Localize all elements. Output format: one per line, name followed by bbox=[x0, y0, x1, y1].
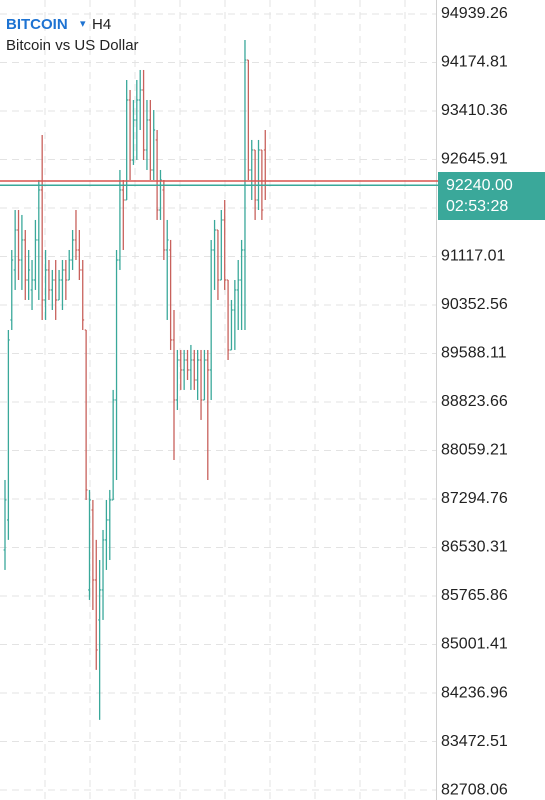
y-tick-label: 85765.86 bbox=[441, 587, 508, 604]
countdown: 02:53:28 bbox=[446, 198, 508, 215]
y-tick-label: 94939.26 bbox=[441, 5, 508, 22]
y-tick-label: 93410.36 bbox=[441, 102, 508, 119]
price-tag: 92240.00 02:53:28 bbox=[438, 172, 545, 220]
price-tag-box bbox=[438, 172, 545, 220]
vertical-grid bbox=[44, 0, 406, 800]
y-tick-label: 90352.56 bbox=[441, 296, 508, 313]
y-tick-label: 84236.96 bbox=[441, 684, 508, 701]
y-tick-label: 92645.91 bbox=[441, 151, 508, 168]
horizontal-grid bbox=[0, 13, 436, 791]
price-axis: 94939.2694174.8193410.3692645.9191881.46… bbox=[441, 5, 508, 798]
y-tick-label: 91117.01 bbox=[441, 248, 505, 265]
symbol[interactable]: BITCOIN bbox=[6, 16, 68, 33]
timeframe[interactable]: H4 bbox=[92, 16, 111, 33]
y-tick-label: 86530.31 bbox=[441, 539, 508, 556]
subtitle: Bitcoin vs US Dollar bbox=[6, 37, 139, 54]
y-tick-label: 94174.81 bbox=[441, 54, 508, 71]
y-tick-label: 89588.11 bbox=[441, 345, 507, 362]
bid-price: 92240.00 bbox=[446, 177, 513, 194]
symbol-dropdown[interactable]: ▾ bbox=[80, 18, 86, 30]
y-tick-label: 82708.06 bbox=[441, 781, 508, 798]
y-tick-label: 83472.51 bbox=[441, 733, 508, 750]
y-tick-label: 85001.41 bbox=[441, 636, 508, 653]
bars bbox=[3, 39, 267, 720]
y-tick-label: 88059.21 bbox=[441, 442, 508, 459]
header: BITCOIN ▾ H4 Bitcoin vs US Dollar bbox=[6, 16, 139, 54]
y-tick-label: 88823.66 bbox=[441, 393, 508, 410]
y-tick-label: 87294.76 bbox=[441, 490, 508, 507]
